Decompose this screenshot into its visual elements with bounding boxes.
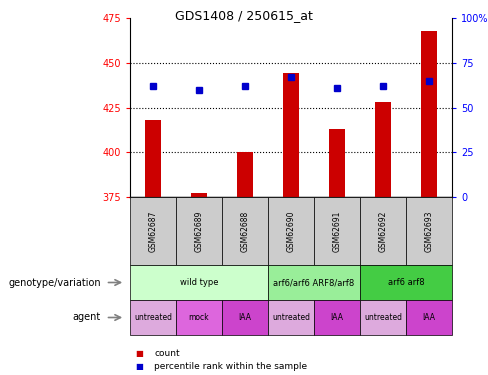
Text: untreated: untreated [364, 313, 402, 322]
Text: GSM62687: GSM62687 [148, 210, 158, 252]
Text: IAA: IAA [423, 313, 435, 322]
Text: mock: mock [189, 313, 209, 322]
Text: count: count [154, 349, 180, 358]
Text: percentile rank within the sample: percentile rank within the sample [154, 362, 307, 371]
Text: wild type: wild type [180, 278, 218, 287]
Text: GSM62691: GSM62691 [332, 210, 342, 252]
Text: GSM62690: GSM62690 [286, 210, 296, 252]
Text: GSM62693: GSM62693 [425, 210, 433, 252]
Text: arf6 arf8: arf6 arf8 [387, 278, 424, 287]
Text: ■: ■ [135, 349, 143, 358]
Text: GDS1408 / 250615_at: GDS1408 / 250615_at [175, 9, 313, 22]
Bar [283, 74, 299, 197]
Bar [375, 102, 391, 197]
Text: GSM62689: GSM62689 [195, 210, 203, 252]
Text: GSM62692: GSM62692 [379, 210, 387, 252]
Text: untreated: untreated [134, 313, 172, 322]
Text: GSM62688: GSM62688 [241, 210, 249, 252]
Bar [191, 194, 207, 197]
Text: genotype/variation: genotype/variation [8, 278, 101, 288]
Text: ■: ■ [135, 362, 143, 371]
Text: IAA: IAA [239, 313, 251, 322]
Text: untreated: untreated [272, 313, 310, 322]
Text: agent: agent [73, 312, 101, 322]
Bar [145, 120, 161, 197]
Text: arf6/arf6 ARF8/arf8: arf6/arf6 ARF8/arf8 [273, 278, 355, 287]
Bar [421, 30, 437, 197]
Bar [329, 129, 345, 197]
Text: IAA: IAA [330, 313, 344, 322]
Bar [237, 152, 253, 197]
